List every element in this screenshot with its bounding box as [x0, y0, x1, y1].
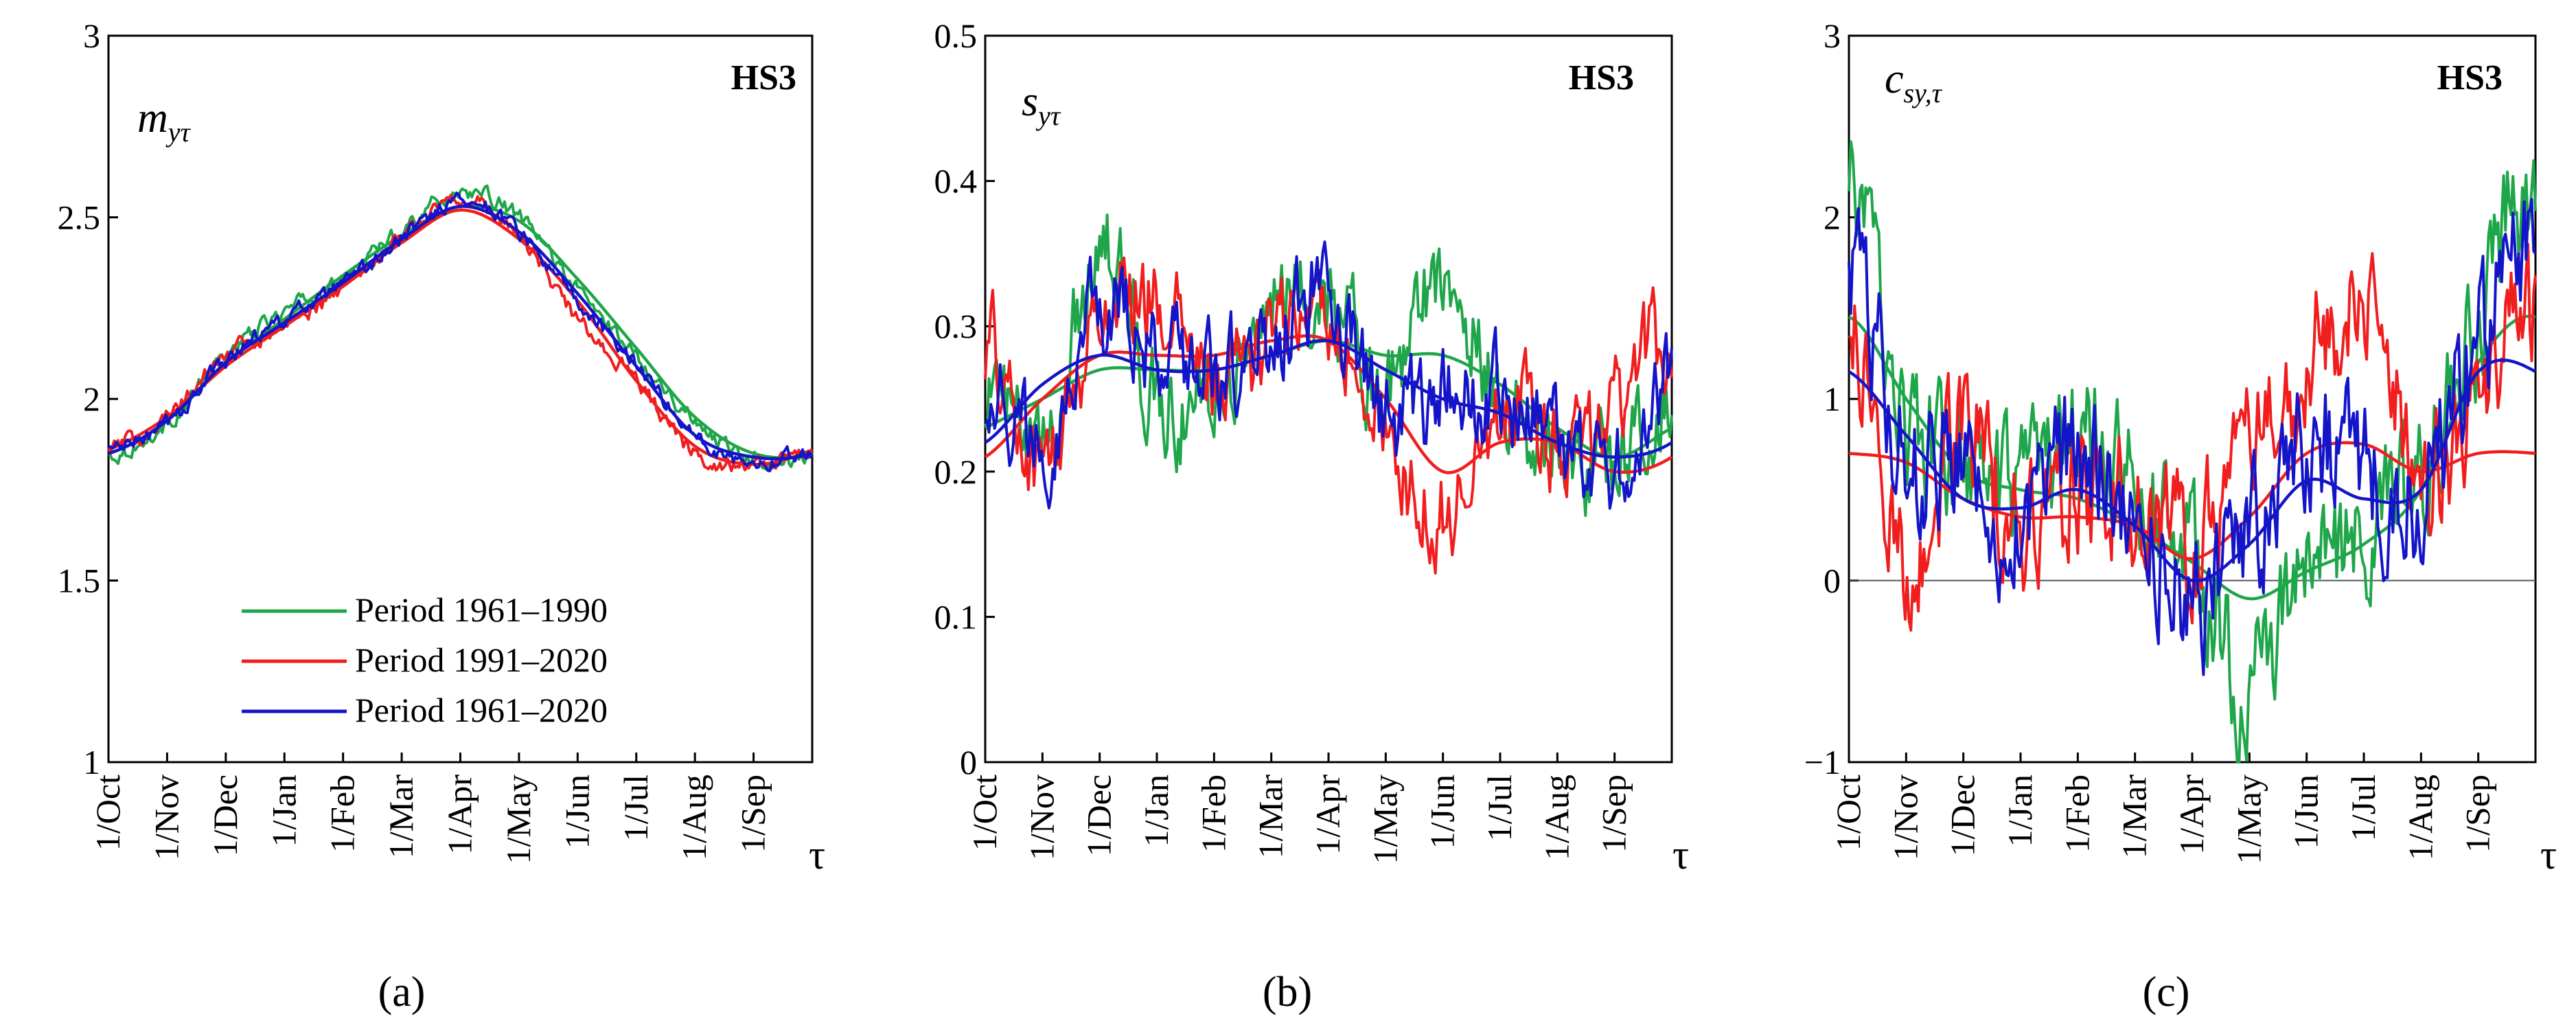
- x-tick-label: 1/May: [1366, 775, 1404, 864]
- y-tick-label: −1: [1804, 743, 1841, 781]
- x-tick-label: 1/Apr: [1309, 775, 1347, 855]
- y-tick-label: 0: [1824, 562, 1841, 600]
- y-tick-label: 0.4: [934, 162, 978, 200]
- x-tick-label: 1/Dec: [206, 775, 244, 856]
- panel-b-series: [984, 214, 1673, 575]
- series-line-fit-p3: [1848, 358, 2537, 583]
- y-tick-label: 0.3: [934, 307, 978, 345]
- x-tick-label: 1/Oct: [1829, 775, 1867, 851]
- panel-b-station-label: HS3: [1569, 58, 1634, 98]
- y-tick-label: 2: [83, 380, 100, 418]
- y-tick-label: 3: [1824, 16, 1841, 55]
- panel-a-station-label: HS3: [731, 58, 796, 98]
- y-tick-label: 2.5: [58, 198, 101, 237]
- x-tick-label: 1/Feb: [323, 775, 362, 853]
- panel-b-y-axis: 0 0.1 0.2 0.3 0.4 0.5: [934, 16, 995, 781]
- panel-c-x-symbol: τ: [2540, 832, 2557, 878]
- series-line-raw-p3: [1848, 198, 2537, 676]
- x-tick-label: 1/Aug: [1537, 775, 1576, 860]
- x-tick-label: 1/Jan: [1137, 775, 1175, 847]
- x-tick-label: 1/May: [2229, 775, 2268, 864]
- x-tick-label: 1/Jun: [557, 775, 596, 849]
- series-line-raw-p3: [984, 240, 1673, 510]
- x-tick-label: 1/Nov: [1886, 775, 1924, 860]
- y-tick-label: 2: [1824, 198, 1841, 237]
- x-tick-label: 1/Jan: [264, 775, 303, 847]
- x-tick-label: 1/Mar: [2115, 775, 2154, 859]
- series-line-raw-p3: [107, 192, 813, 472]
- legend: Period 1961–1990 Period 1991–2020 Period…: [242, 590, 608, 729]
- x-tick-label: 1/Jun: [1423, 775, 1462, 849]
- panel-b-sublabel: (b): [1263, 969, 1312, 1016]
- panel-b-plot-frame: [984, 34, 1673, 764]
- panel-b-x-axis: 1/Oct 1/Nov 1/Dec 1/Jan 1/Feb 1/Mar 1/Apr 1/May…: [965, 753, 1633, 864]
- series-line-raw-p2: [107, 194, 813, 472]
- y-tick-label: 0.1: [934, 597, 978, 636]
- x-tick-label: 1/Feb: [2058, 775, 2096, 853]
- x-tick-label: 1/Nov: [147, 775, 185, 860]
- y-tick-label: 0.2: [934, 452, 978, 491]
- x-tick-label: 1/Mar: [382, 775, 420, 859]
- y-tick-label: 3: [83, 16, 100, 55]
- legend-label-p3: Period 1961–2020: [355, 691, 608, 729]
- panel-a-x-axis: 1/Oct 1/Nov 1/Dec 1/Jan 1/Feb 1/Mar 1/Apr 1/May…: [89, 753, 772, 864]
- x-tick-label: 1/Dec: [1944, 775, 1982, 856]
- panel-c-sublabel: (c): [2143, 969, 2190, 1016]
- series-line-raw-p2: [984, 256, 1673, 575]
- x-tick-label: 1/Feb: [1194, 775, 1232, 853]
- panel-c-plot-frame: [1848, 34, 2537, 764]
- x-tick-label: 1/Oct: [89, 775, 127, 851]
- panel-c-station-label: HS3: [2437, 58, 2503, 98]
- x-tick-label: 1/Dec: [1080, 775, 1118, 856]
- x-tick-label: 1/Jan: [2001, 775, 2039, 847]
- panel-a-variable-label: myτ: [137, 95, 192, 148]
- x-tick-label: 1/Jul: [1480, 775, 1519, 841]
- y-tick-label: 0.5: [934, 16, 978, 55]
- x-tick-label: 1/Jul: [617, 775, 655, 841]
- x-tick-label: 1/Apr: [2172, 775, 2211, 855]
- x-tick-label: 1/Sep: [1595, 775, 1633, 853]
- x-tick-label: 1/May: [499, 775, 538, 864]
- panel-a-y-axis: 1 1.5 2 2.5 3: [58, 16, 118, 781]
- panel-a-sublabel: (a): [378, 969, 426, 1016]
- panel-a-x-symbol: τ: [809, 832, 825, 878]
- series-line-fit-p1: [108, 204, 813, 459]
- series-line-fit-p3: [984, 339, 1673, 459]
- legend-label-p1: Period 1961–1990: [355, 590, 608, 629]
- series-line-raw-p1: [1848, 140, 2537, 764]
- x-tick-label: 1/Aug: [2401, 775, 2439, 860]
- x-tick-label: 1/Sep: [734, 775, 772, 853]
- x-tick-label: 1/Aug: [675, 775, 713, 860]
- series-line-fit-p3: [108, 205, 813, 461]
- x-tick-label: 1/Sep: [2459, 775, 2497, 853]
- x-tick-label: 1/Jul: [2344, 775, 2382, 841]
- panel-c-chart: −1 0 1 2 3 1/Oct 1/Nov 1/Dec 1/Jan 1/Feb 1/Mar 1/A…: [1804, 16, 2557, 1016]
- y-tick-label: 1: [1824, 380, 1841, 418]
- x-tick-label: 1/Apr: [441, 775, 479, 855]
- x-tick-label: 1/Nov: [1022, 775, 1061, 860]
- panel-c-x-axis: 1/Oct 1/Nov 1/Dec 1/Jan 1/Feb 1/Mar 1/Apr 1/May…: [1829, 753, 2497, 864]
- series-line-raw-p2: [1848, 242, 2537, 632]
- panel-b-x-symbol: τ: [1672, 832, 1689, 878]
- x-tick-label: 1/Oct: [965, 775, 1004, 851]
- y-tick-label: 1.5: [58, 562, 101, 600]
- panel-c-y-axis: −1 0 1 2 3: [1804, 16, 2535, 781]
- panel-a-series: [107, 184, 814, 472]
- panel-b-chart: 0 0.1 0.2 0.3 0.4 0.5 1/Oct 1/Nov 1/Dec 1/Jan 1/F…: [934, 16, 1690, 1016]
- x-tick-label: 1/Mar: [1252, 775, 1290, 859]
- panel-a-chart: 1 1.5 2 2.5 3 1/Oct 1/Nov 1/Dec 1/Jan 1/Feb 1/Mar…: [58, 16, 826, 1016]
- panel-c-series: [1848, 140, 2537, 764]
- y-tick-label: 1: [83, 743, 100, 781]
- panel-b-variable-label: syτ: [1022, 78, 1061, 131]
- panel-c-variable-label: csy,τ: [1885, 56, 1943, 108]
- x-tick-label: 1/Jun: [2287, 775, 2325, 849]
- y-tick-label: 0: [960, 743, 977, 781]
- legend-label-p2: Period 1991–2020: [355, 641, 608, 679]
